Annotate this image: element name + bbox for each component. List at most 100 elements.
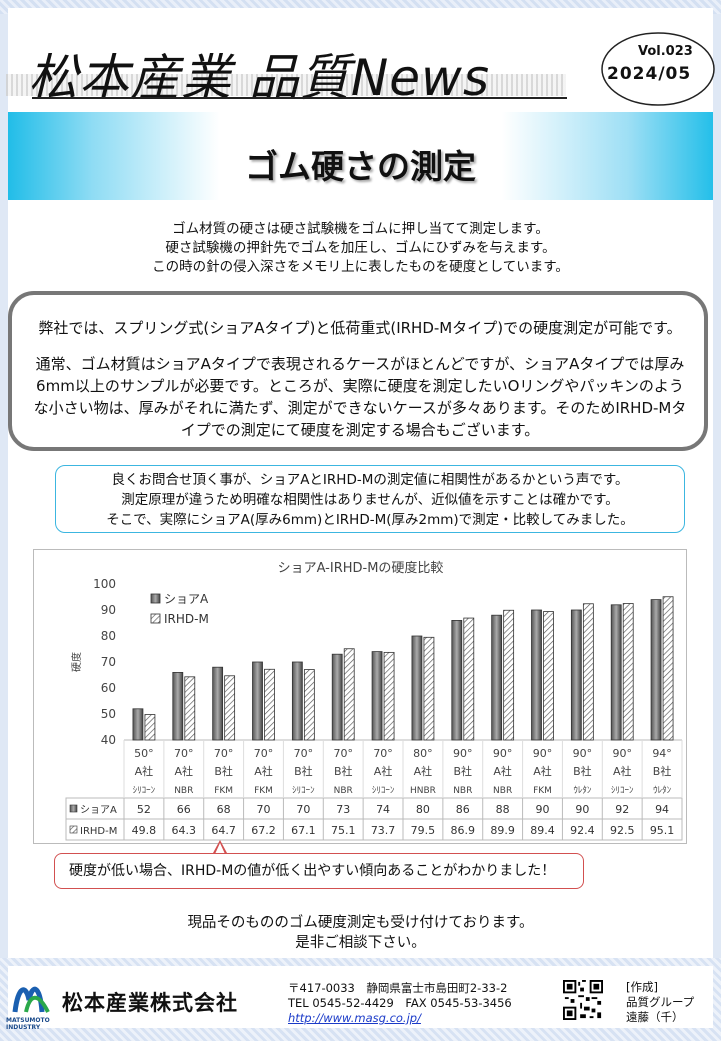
bar-irhd-m (343, 648, 355, 741)
data-label: 75.1 (331, 824, 356, 837)
x-tick-label: FKM (533, 786, 552, 796)
chart-frame (33, 549, 687, 844)
x-tick-label: 90° (533, 747, 553, 760)
bar-shore-a (331, 653, 343, 741)
legend-swatch (150, 593, 161, 604)
inquiry-line: 良くお問合せ頂く事が、ショアAとIRHD-Mの測定値に相関性があるかという声です… (111, 472, 629, 488)
data-label: 92.4 (570, 824, 595, 837)
data-label: 74 (376, 803, 390, 816)
y-axis-label: 硬度 (70, 652, 83, 672)
x-tick-label: ｼﾘｺｰﾝ (292, 786, 315, 796)
table-series-swatch (69, 825, 78, 834)
data-label: 92.5 (610, 824, 635, 837)
y-tick-label: 100 (93, 577, 116, 591)
logo-caption: MATSUMOTO INDUSTRY (6, 1017, 50, 1031)
x-tick-label: 90° (453, 747, 473, 760)
x-tick-label: A社 (254, 764, 273, 778)
company-phone-fax: TEL 0545-52-4429 FAX 0545-53-3456 (288, 996, 512, 1010)
x-tick-label: NBR (334, 786, 353, 796)
callout-pointer-fill (215, 843, 225, 854)
y-tick-label: 90 (101, 603, 116, 617)
x-tick-label: ｼﾘｺｰﾝ (611, 786, 634, 796)
x-tick-label: 90° (493, 747, 513, 760)
logo-caption-line: MATSUMOTO (6, 1017, 50, 1024)
qr-code-icon[interactable] (563, 980, 603, 1020)
legend-swatch (150, 613, 161, 624)
x-tick-label: 70° (254, 747, 274, 760)
table-series-name: IRHD-M (80, 826, 117, 837)
data-label: 73.7 (371, 824, 396, 837)
capability-detail: 通常、ゴム材質はショアAタイプで表現されるケースがほとんどですが、ショアAタイプ… (33, 355, 687, 439)
data-label: 67.1 (291, 824, 316, 837)
capability-summary: 弊社では、スプリング式(ショアAタイプ)と低荷重式(IRHD-Mタイプ)での硬度… (38, 319, 682, 337)
x-tick-label: 94° (652, 747, 672, 760)
data-label: 94 (655, 803, 669, 816)
intro-text: ゴム材質の硬さは硬さ試験機をゴムに押し当てて測定します。 硬さ試験機の押針先でゴ… (0, 220, 721, 277)
x-tick-label: FKM (254, 786, 273, 796)
x-tick-label: 90° (612, 747, 632, 760)
logo-caption-line: INDUSTRY (6, 1024, 41, 1031)
data-label: 70 (257, 803, 271, 816)
bar-irhd-m (224, 675, 236, 741)
data-label: 88 (496, 803, 510, 816)
issue-volume: Vol.023 (638, 44, 693, 59)
data-label: 64.3 (172, 824, 197, 837)
y-tick-label: 70 (101, 655, 116, 669)
data-label: 70 (296, 803, 310, 816)
bar-shore-a (610, 604, 622, 741)
bar-irhd-m (582, 603, 594, 741)
company-website-link[interactable]: http://www.masg.co.jp/ (288, 1011, 421, 1025)
data-label: 66 (177, 803, 191, 816)
topic-title: ゴム硬さの測定 (245, 147, 476, 186)
chart-title: ショアA-IRHD-Mの硬度比較 (277, 561, 444, 576)
x-tick-label: A社 (135, 764, 154, 778)
data-label: 90 (575, 803, 589, 816)
x-tick-label: B社 (214, 764, 233, 778)
bar-irhd-m (303, 669, 315, 741)
x-tick-label: FKM (214, 786, 233, 796)
title-underline (32, 97, 567, 99)
title-shadow-decoration (6, 74, 566, 96)
bar-irhd-m (662, 596, 674, 741)
company-contact: 〒417-0033 静岡県富士市島田町2-33-2 TEL 0545-52-44… (288, 981, 512, 1026)
inquiry-line: 測定原理が違うため明確な相関性はありませんが、近似値を示すことは確かです。 (121, 492, 619, 508)
inquiry-box: 良くお問合せ頂く事が、ショアAとIRHD-Mの測定値に相関性があるかという声です… (55, 465, 685, 533)
bar-irhd-m (264, 668, 275, 741)
bar-shore-a (371, 651, 383, 741)
data-label: 49.8 (132, 824, 157, 837)
bar-shore-a (570, 609, 582, 741)
x-tick-label: ｳﾚﾀﾝ (573, 785, 592, 796)
author-label: [作成] (626, 980, 658, 994)
x-tick-label: ｳﾚﾀﾝ (653, 785, 672, 796)
capability-box: 弊社では、スプリング式(ショアAタイプ)と低荷重式(IRHD-Mタイプ)での硬度… (8, 291, 708, 451)
y-tick-label: 80 (101, 629, 116, 643)
data-label: 89.9 (490, 824, 515, 837)
intro-line: ゴム材質の硬さは硬さ試験機をゴムに押し当てて測定します。 (172, 221, 549, 237)
data-label: 95.1 (650, 824, 675, 837)
x-tick-label: 70° (373, 747, 393, 760)
x-tick-label: 80° (413, 747, 433, 760)
author-group: 品質グループ (626, 995, 695, 1009)
x-tick-label: B社 (653, 764, 672, 778)
x-tick-label: A社 (533, 764, 552, 778)
bar-irhd-m (463, 617, 475, 741)
x-tick-label: ｼﾘｺｰﾝ (372, 786, 395, 796)
x-tick-label: 90° (573, 747, 593, 760)
author-info: [作成] 品質グループ 遠藤（千） (626, 980, 694, 1025)
x-tick-label: 70° (294, 747, 314, 760)
x-tick-label: NBR (493, 786, 512, 796)
table-series-swatch (69, 804, 78, 813)
inquiry-line: そこで、実際にショアA(厚み6mm)とIRHD-M(厚み2mm)で測定・比較して… (106, 512, 634, 528)
x-tick-label: B社 (294, 764, 313, 778)
bar-shore-a (172, 672, 184, 741)
closing-message: 現品そのもののゴム硬度測定も受け付けております。 是非ご相談下さい。 (0, 913, 721, 953)
x-tick-label: 50° (134, 747, 154, 760)
x-tick-label: B社 (454, 764, 473, 778)
bar-irhd-m (543, 611, 554, 741)
bar-shore-a (252, 661, 263, 741)
intro-line: この時の針の侵入深さをメモリ上に表したものを硬度としています。 (152, 259, 569, 275)
x-tick-label: NBR (174, 786, 193, 796)
data-label: 64.7 (211, 824, 236, 837)
data-label: 73 (336, 803, 350, 816)
finding-callout: 硬度が低い場合、IRHD-Mの値が低く出やすい傾向あることがわかりました！ (54, 853, 584, 889)
